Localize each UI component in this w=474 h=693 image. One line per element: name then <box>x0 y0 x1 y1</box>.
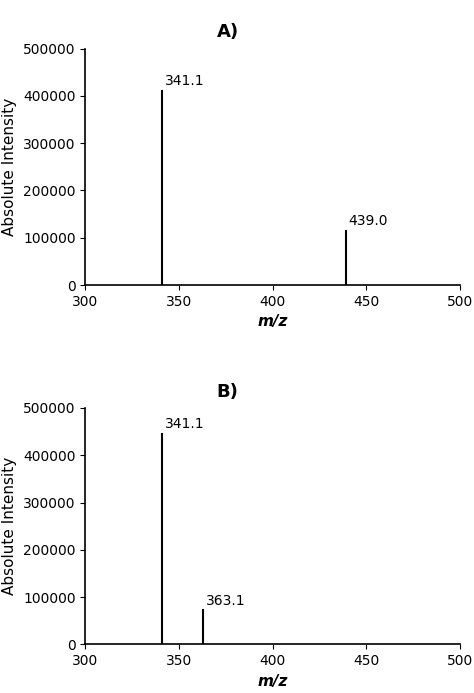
X-axis label: m/z: m/z <box>257 674 288 689</box>
Text: 341.1: 341.1 <box>165 74 205 88</box>
Text: 341.1: 341.1 <box>165 417 205 431</box>
Text: A): A) <box>217 24 239 42</box>
Text: 363.1: 363.1 <box>206 594 246 608</box>
Y-axis label: Absolute Intensity: Absolute Intensity <box>2 98 18 236</box>
Y-axis label: Absolute Intensity: Absolute Intensity <box>2 457 18 595</box>
Text: 439.0: 439.0 <box>348 213 388 228</box>
Text: B): B) <box>217 383 238 401</box>
X-axis label: m/z: m/z <box>257 315 288 329</box>
